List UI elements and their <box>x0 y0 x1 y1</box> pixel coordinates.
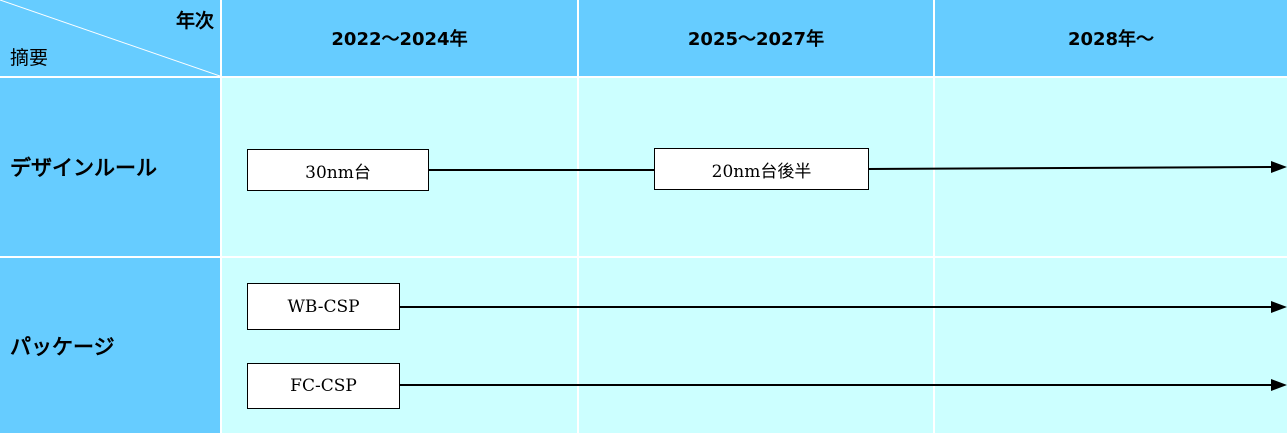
row-label-cell-package: パッケージ <box>0 258 220 433</box>
design-rule-box-20nm: 20nm台後半 <box>654 148 869 190</box>
body-cell <box>935 258 1287 433</box>
row-label: パッケージ <box>10 334 115 359</box>
wb-csp-arrowhead <box>1271 301 1287 313</box>
corner-diagonal-line <box>0 0 220 76</box>
column-header-2: 2025～2027年 <box>579 0 933 76</box>
corner-summary-label: 摘要 <box>10 47 49 69</box>
package-box-wb-csp: WB-CSP <box>247 283 400 330</box>
row-label: デザインルール <box>10 156 157 180</box>
column-header-label: 2028年～ <box>1067 29 1155 50</box>
design-rule-line-2 <box>867 166 1273 170</box>
column-header-label: 2022～2024年 <box>331 29 468 50</box>
column-header-1: 2022～2024年 <box>222 0 577 76</box>
column-header-label: 2025～2027年 <box>687 29 825 50</box>
package-box-fc-csp: FC-CSP <box>247 363 400 409</box>
design-rule-box-30nm: 30nm台 <box>247 149 429 191</box>
fc-csp-arrowhead <box>1271 379 1287 391</box>
design-rule-arrowhead <box>1271 161 1287 173</box>
column-header-3: 2028年～ <box>935 0 1287 76</box>
corner-cell: 年次 摘要 <box>0 0 220 76</box>
corner-year-label: 年次 <box>175 10 214 32</box>
row-label-cell-design-rule: デザインルール <box>0 78 220 256</box>
body-cell <box>579 258 933 433</box>
